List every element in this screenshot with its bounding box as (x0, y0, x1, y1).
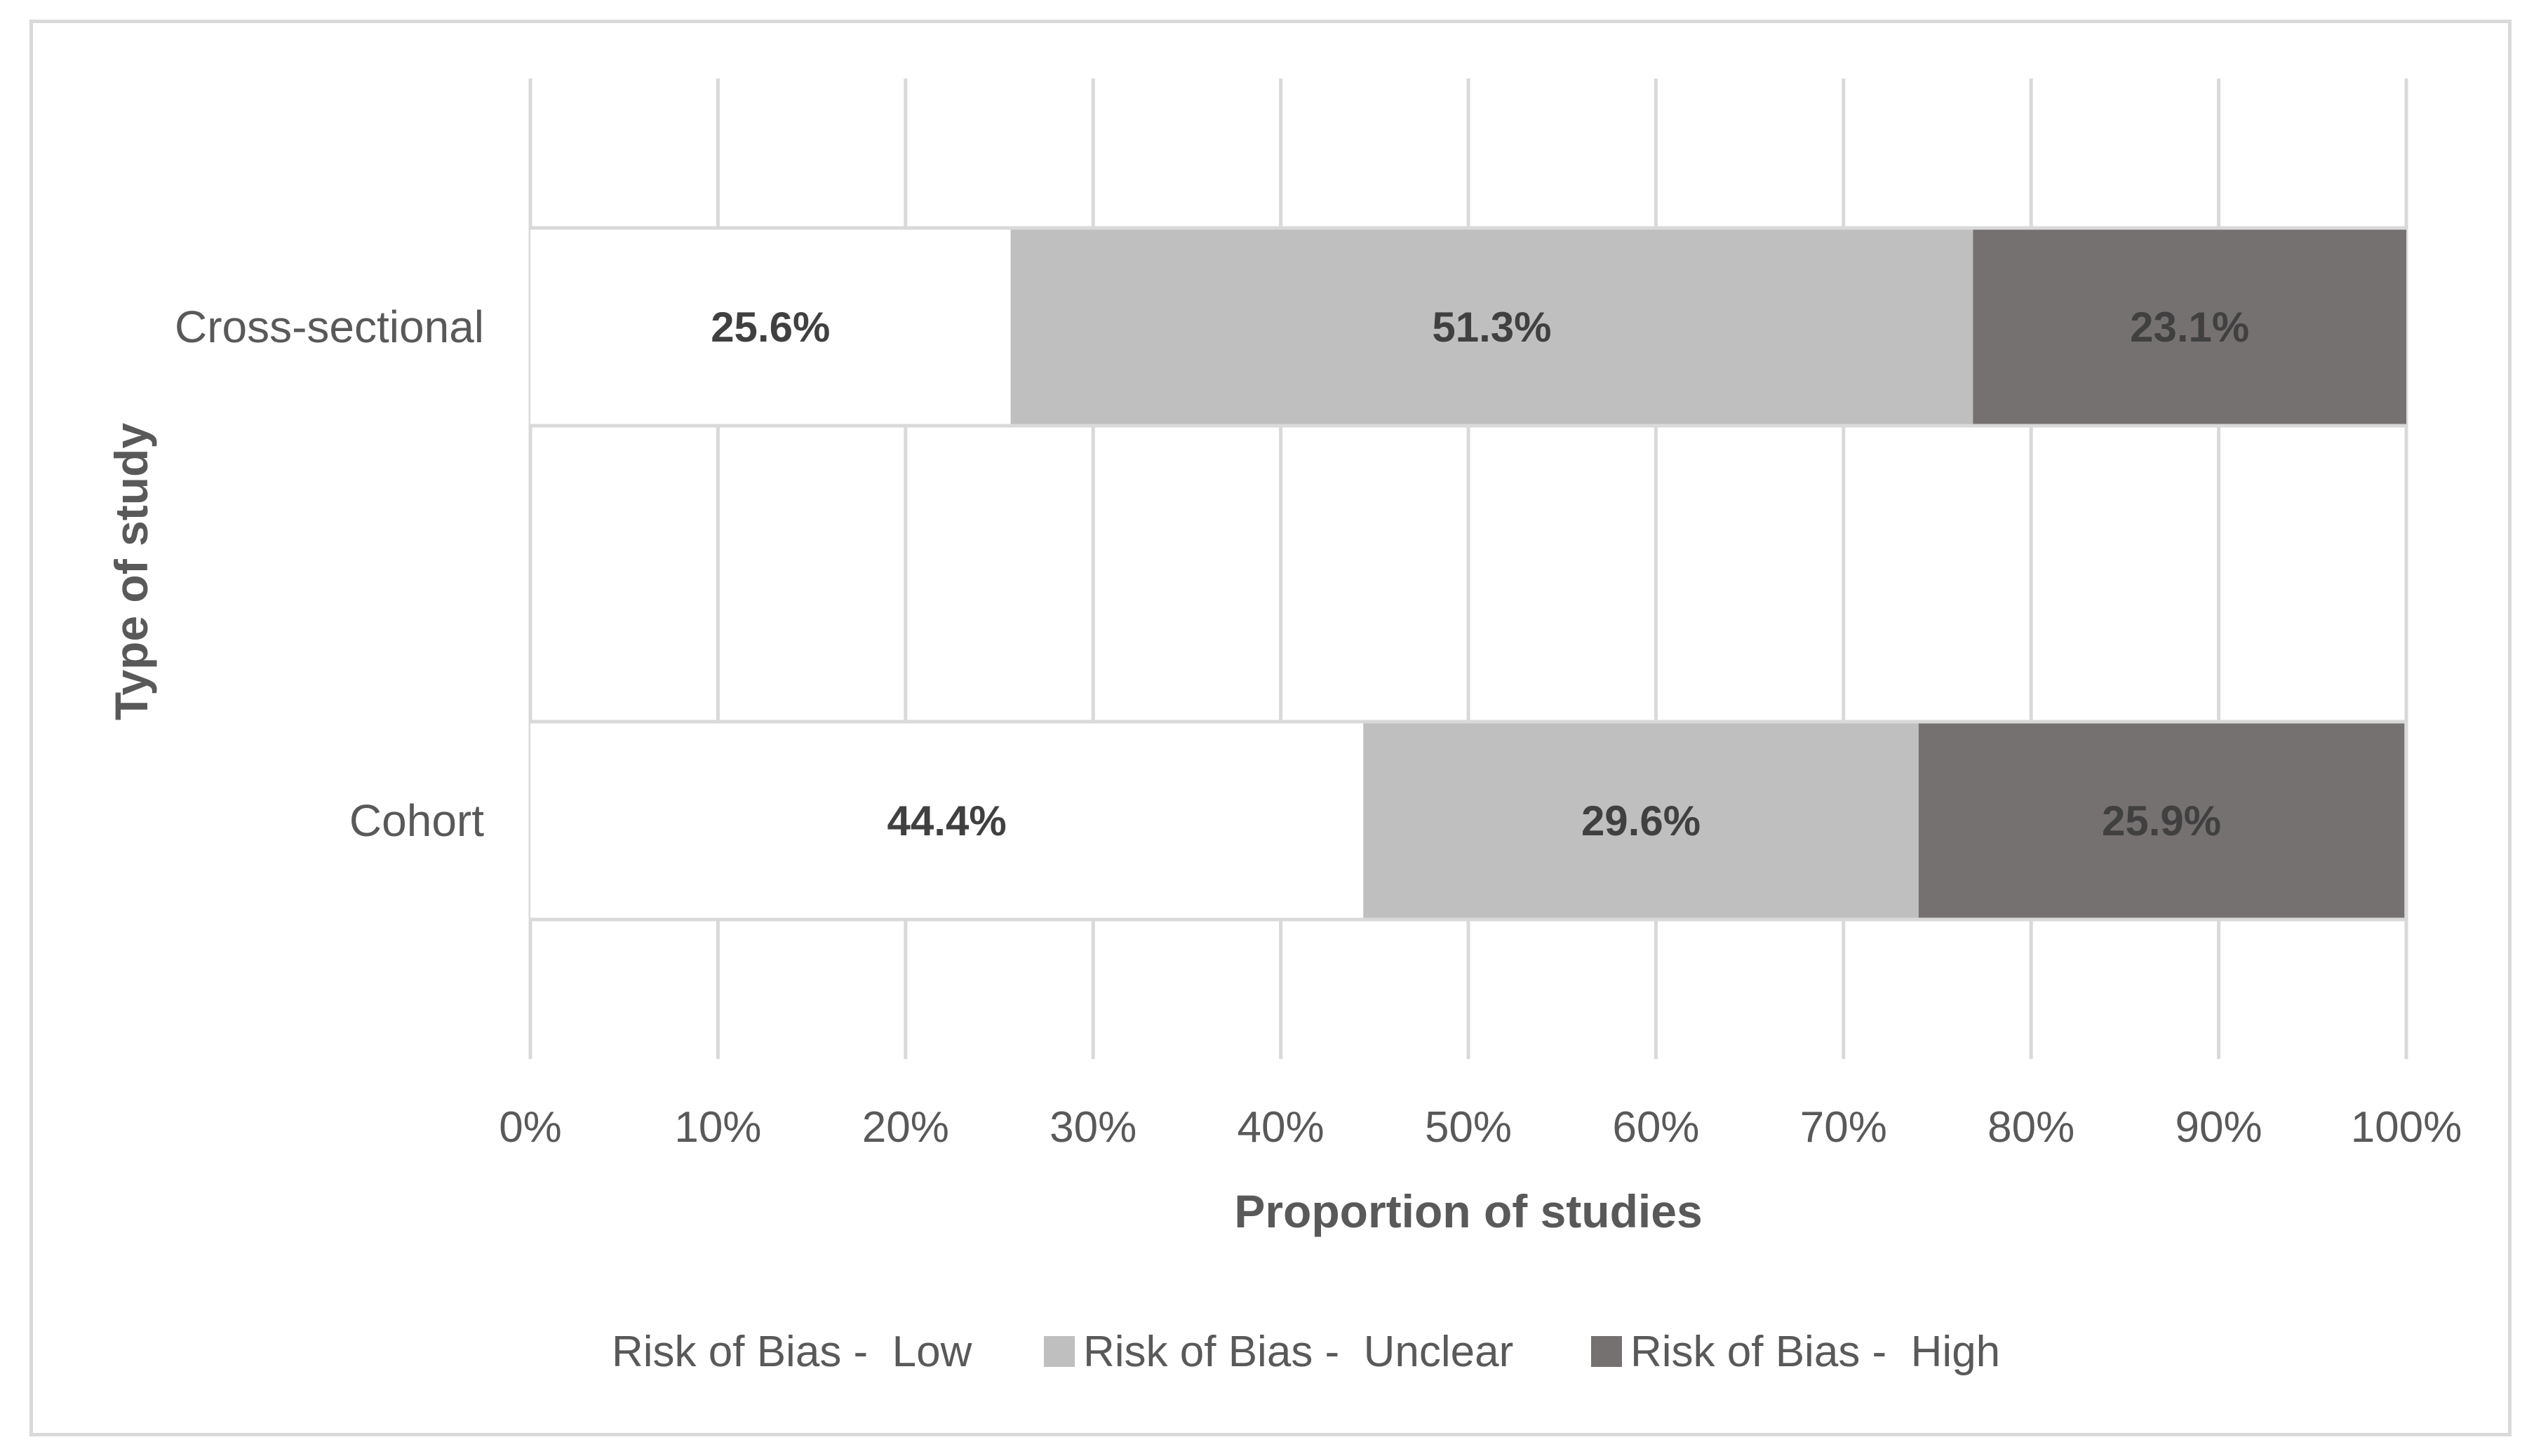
bar-segment (530, 228, 1011, 426)
x-tick-label: 50% (1425, 1103, 1512, 1152)
bar-segment (1010, 228, 1973, 426)
bars (530, 226, 2406, 922)
legend: Risk of Bias - Low Risk of Bias - Unclear… (579, 1328, 2000, 1376)
x-tick-label: 0% (499, 1103, 562, 1152)
y-category-label: Cohort (349, 795, 484, 846)
data-labels: 25.6% 51.3% 23.1% 44.4% 29.6% 25.9% (711, 304, 2249, 844)
bar-segment (1363, 722, 1919, 919)
bar-segment (1918, 722, 2405, 919)
x-tick-label: 90% (2175, 1103, 2262, 1152)
legend-label: Risk of Bias - High (1630, 1328, 2000, 1376)
x-tick-label: 70% (1800, 1103, 1887, 1152)
data-label: 29.6% (1581, 797, 1701, 844)
legend-swatch (579, 1336, 610, 1367)
x-tick-label: 10% (674, 1103, 761, 1152)
y-axis-categories: Cross-sectional Cohort (175, 302, 484, 846)
legend-swatch (1044, 1336, 1075, 1367)
bar-segment (530, 722, 1364, 919)
legend-label: Risk of Bias - Low (612, 1328, 972, 1376)
x-tick-label: 30% (1050, 1103, 1137, 1152)
data-label: 25.9% (2102, 797, 2221, 844)
data-label: 44.4% (887, 797, 1007, 844)
x-tick-label: 20% (862, 1103, 949, 1152)
x-tick-label: 40% (1238, 1103, 1325, 1152)
data-label: 23.1% (2130, 304, 2249, 351)
legend-swatch (1591, 1336, 1622, 1367)
bar-segment (1973, 228, 2406, 426)
data-label: 51.3% (1432, 304, 1551, 351)
x-axis-ticks: 0% 10% 20% 30% 40% 50% 60% 70% 80% 90% 100% (499, 1103, 2462, 1152)
legend-label: Risk of Bias - Unclear (1083, 1328, 1513, 1376)
data-label: 25.6% (711, 304, 830, 351)
x-axis-title: Proportion of studies (1234, 1185, 1702, 1237)
x-tick-label: 100% (2351, 1103, 2462, 1152)
x-tick-label: 60% (1612, 1103, 1699, 1152)
y-category-label: Cross-sectional (175, 302, 484, 352)
x-tick-label: 80% (1987, 1103, 2074, 1152)
y-axis-title: Type of study (105, 423, 157, 720)
